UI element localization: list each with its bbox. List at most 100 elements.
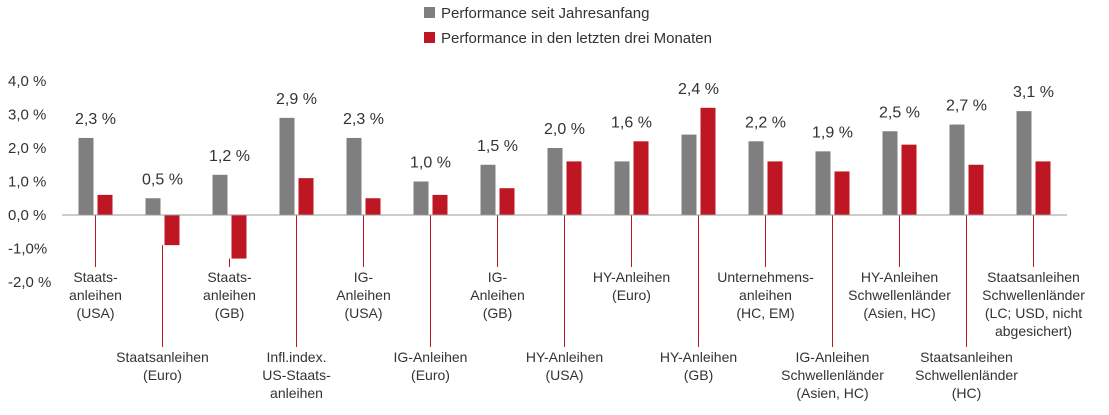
category-label: (Euro) bbox=[411, 367, 450, 383]
category-label: Staats- bbox=[207, 269, 252, 285]
y-tick-label: -1,0% bbox=[8, 241, 47, 258]
bars bbox=[78, 107, 1051, 259]
category-label: Staatsanleihen bbox=[987, 269, 1080, 285]
category-label: (Asien, HC) bbox=[796, 385, 868, 401]
bar-3m bbox=[97, 194, 113, 215]
bar-ytd bbox=[1016, 111, 1032, 215]
bar-3m bbox=[901, 144, 917, 215]
data-label-ytd: 1,5 % bbox=[477, 138, 518, 155]
bar-3m bbox=[767, 161, 783, 215]
category-label: Schwellenländer bbox=[982, 287, 1085, 303]
bar-3m bbox=[164, 215, 180, 246]
data-label-ytd: 2,7 % bbox=[946, 98, 987, 115]
bar-ytd bbox=[815, 151, 831, 215]
y-tick-label: 4,0 % bbox=[8, 73, 46, 90]
legend-swatch-3m bbox=[424, 32, 435, 43]
category-label: IG-Anleihen bbox=[394, 349, 468, 365]
category-label: abgesichert) bbox=[995, 323, 1072, 339]
data-label-ytd: 2,0 % bbox=[544, 121, 585, 138]
bar-3m bbox=[499, 188, 515, 215]
bar-ytd bbox=[681, 134, 697, 215]
data-label-ytd: 2,5 % bbox=[879, 104, 920, 121]
category-connectors bbox=[95, 215, 1034, 347]
category-label: (GB) bbox=[483, 305, 513, 321]
category-label: Anleihen bbox=[470, 287, 525, 303]
y-tick-label: 0,0 % bbox=[8, 207, 46, 224]
category-label: (Asien, HC) bbox=[863, 305, 935, 321]
category-label: US-Staats- bbox=[262, 367, 331, 383]
bar-ytd bbox=[212, 174, 228, 215]
category-label: anleihen bbox=[739, 287, 792, 303]
data-label-ytd: 2,4 % bbox=[678, 81, 719, 98]
bar-3m bbox=[1035, 161, 1051, 215]
bar-3m bbox=[700, 107, 716, 215]
y-tick-label: -2,0 % bbox=[8, 274, 51, 291]
bar-ytd bbox=[547, 148, 563, 215]
category-label: Infl.index. bbox=[267, 349, 327, 365]
category-label: Schwellenländer bbox=[848, 287, 951, 303]
category-label: Anleihen bbox=[336, 287, 391, 303]
category-label: (HC, EM) bbox=[736, 305, 794, 321]
category-label: IG- bbox=[354, 269, 374, 285]
bar-3m bbox=[432, 194, 448, 215]
data-label-ytd: 1,9 % bbox=[812, 124, 853, 141]
bar-3m bbox=[365, 198, 381, 215]
category-label: anleihen bbox=[270, 385, 323, 401]
data-label-ytd: 2,3 % bbox=[343, 111, 384, 128]
y-axis: 4,0 % 3,0 % 2,0 % 1,0 % 0,0 % -1,0% -2,0 % bbox=[8, 73, 51, 291]
bar-ytd bbox=[882, 131, 898, 215]
bar-ytd bbox=[480, 164, 496, 215]
category-label: (GB) bbox=[215, 305, 245, 321]
bar-3m bbox=[633, 141, 649, 215]
category-label: Staats- bbox=[73, 269, 118, 285]
bar-ytd bbox=[78, 137, 94, 215]
data-label-ytd: 0,5 % bbox=[142, 171, 183, 188]
category-label: anleihen bbox=[203, 287, 256, 303]
bar-ytd bbox=[748, 141, 764, 215]
category-label: (LC; USD, nicht bbox=[985, 305, 1082, 321]
legend: Performance seit Jahresanfang Performanc… bbox=[424, 5, 712, 47]
data-label-ytd: 1,0 % bbox=[410, 155, 451, 172]
category-labels: Staats-anleihen (USA) Staatsanleihen (Euro)… bbox=[69, 269, 1085, 401]
bar-3m bbox=[834, 171, 850, 215]
category-label: (GB) bbox=[684, 367, 714, 383]
category-label: IG- bbox=[488, 269, 508, 285]
legend-label-ytd: Performance seit Jahresanfang bbox=[441, 5, 649, 22]
category-label: HY-Anleihen bbox=[861, 269, 938, 285]
data-label-ytd: 1,2 % bbox=[209, 148, 250, 165]
category-label: Staatsanleihen bbox=[116, 349, 209, 365]
data-label-ytd: 3,1 % bbox=[1013, 84, 1054, 101]
category-label: (HC) bbox=[952, 385, 982, 401]
category-label: (Euro) bbox=[612, 287, 651, 303]
data-label-ytd: 2,3 % bbox=[75, 111, 116, 128]
category-label: (USA) bbox=[76, 305, 114, 321]
category-label: IG-Anleihen bbox=[796, 349, 870, 365]
y-tick-label: 3,0 % bbox=[8, 107, 46, 124]
category-label: HY-Anleihen bbox=[526, 349, 603, 365]
category-label: (USA) bbox=[545, 367, 583, 383]
y-tick-label: 1,0 % bbox=[8, 174, 46, 191]
data-label-ytd: 2,9 % bbox=[276, 91, 317, 108]
bar-ytd bbox=[614, 161, 630, 215]
bar-3m bbox=[298, 178, 314, 215]
category-label: HY-Anleihen bbox=[660, 349, 737, 365]
legend-label-3m: Performance in den letzten drei Monaten bbox=[441, 30, 712, 47]
data-label-ytd: 2,2 % bbox=[745, 114, 786, 131]
bar-ytd bbox=[346, 137, 362, 215]
category-label: Schwellenländer bbox=[781, 367, 884, 383]
bar-3m bbox=[566, 161, 582, 215]
data-label-ytd: 1,6 % bbox=[611, 114, 652, 131]
data-labels: 2,3 % 0,5 % 1,2 % 2,9 % 2,3 % 1,0 % 1,5 % 2,0 %… bbox=[75, 81, 1054, 188]
bar-3m bbox=[968, 164, 984, 215]
category-label: anleihen bbox=[69, 287, 122, 303]
category-label: HY-Anleihen bbox=[593, 269, 670, 285]
y-tick-label: 2,0 % bbox=[8, 140, 46, 157]
category-label: (Euro) bbox=[143, 367, 182, 383]
category-label: (USA) bbox=[344, 305, 382, 321]
bar-3m bbox=[231, 215, 247, 259]
bar-ytd bbox=[145, 198, 161, 215]
bar-ytd bbox=[949, 124, 965, 215]
legend-swatch-ytd bbox=[424, 7, 435, 18]
category-label: Unternehmens- bbox=[717, 269, 814, 285]
